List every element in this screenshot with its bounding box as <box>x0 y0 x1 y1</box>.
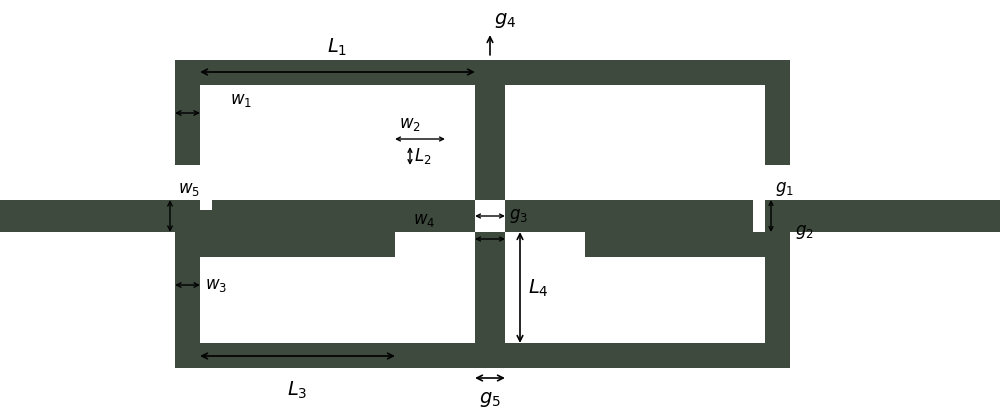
Bar <box>505 239 555 257</box>
Text: $g_3$: $g_3$ <box>509 207 528 225</box>
Text: $L_1$: $L_1$ <box>327 37 347 58</box>
Bar <box>395 147 445 165</box>
Bar <box>505 147 555 165</box>
Text: $w_2$: $w_2$ <box>399 115 421 133</box>
Bar <box>475 60 505 165</box>
Bar <box>753 200 765 232</box>
Text: $w_1$: $w_1$ <box>230 91 252 109</box>
Bar <box>175 60 200 165</box>
Text: $w_4$: $w_4$ <box>413 211 435 229</box>
Text: $g_1$: $g_1$ <box>775 180 794 198</box>
Bar <box>395 239 445 257</box>
Bar <box>175 232 395 257</box>
Bar <box>175 140 395 165</box>
Bar <box>200 140 220 165</box>
Text: $L_4$: $L_4$ <box>528 277 549 299</box>
Text: $g_4$: $g_4$ <box>494 11 516 30</box>
Bar <box>395 147 445 165</box>
Text: $w_5$: $w_5$ <box>178 180 200 198</box>
Bar <box>200 200 212 210</box>
Bar <box>505 239 555 257</box>
Bar <box>475 165 505 200</box>
Bar <box>200 140 220 165</box>
Bar <box>765 60 790 165</box>
Bar <box>765 232 790 368</box>
Bar <box>585 232 765 257</box>
Bar <box>200 257 475 343</box>
Text: $g_2$: $g_2$ <box>795 223 814 241</box>
Bar <box>505 85 765 140</box>
Bar <box>175 232 200 368</box>
Bar <box>585 165 765 200</box>
Text: $g_5$: $g_5$ <box>479 390 501 409</box>
Text: $L_2$: $L_2$ <box>414 146 432 166</box>
Bar <box>505 257 765 343</box>
Bar <box>475 232 505 239</box>
Bar <box>505 60 790 85</box>
Bar <box>175 343 475 368</box>
Bar <box>585 140 765 165</box>
Bar <box>475 0 505 60</box>
Bar <box>475 60 505 165</box>
Bar <box>475 232 505 368</box>
Bar <box>200 140 395 165</box>
Bar <box>475 232 505 368</box>
Bar <box>475 200 505 232</box>
Bar <box>175 60 475 85</box>
Bar <box>200 85 475 140</box>
Bar <box>505 147 555 165</box>
Text: $w_3$: $w_3$ <box>205 276 227 294</box>
Text: $L_3$: $L_3$ <box>287 380 307 401</box>
Bar <box>200 140 395 165</box>
Bar <box>0 200 1000 232</box>
Bar <box>585 140 765 165</box>
Bar <box>505 343 790 368</box>
Bar <box>200 165 395 200</box>
Bar <box>395 239 445 257</box>
Bar <box>475 165 505 200</box>
